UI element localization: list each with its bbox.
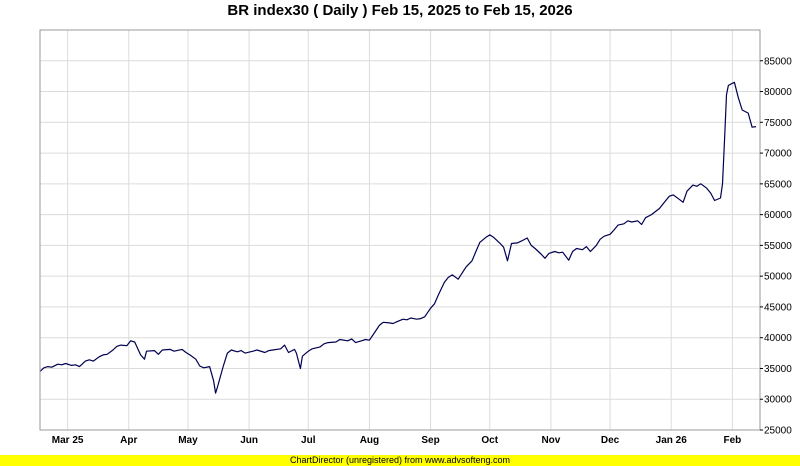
- y-tick-label: 75000: [764, 118, 792, 129]
- y-axis-tick-labels: 25000 30000 35000 40000 45000 50000 55000 60000…: [760, 56, 792, 437]
- y-tick-label: 45000: [764, 302, 792, 313]
- y-tick-label: 25000: [764, 426, 792, 437]
- x-tick-label: Jan 26: [656, 435, 688, 446]
- y-tick-label: 85000: [764, 56, 792, 67]
- y-tick-label: 55000: [764, 241, 792, 252]
- grid-lines: [40, 30, 760, 431]
- footer-banner: ChartDirector (unregistered) from www.ad…: [0, 455, 800, 466]
- y-tick-label: 30000: [764, 395, 792, 406]
- y-tick-label: 70000: [764, 149, 792, 160]
- plot-frame: [39, 29, 761, 431]
- x-tick-label: Jun: [240, 435, 258, 446]
- y-tick-label: 60000: [764, 210, 792, 221]
- y-tick-label: 65000: [764, 179, 792, 190]
- x-tick-label: Apr: [120, 435, 137, 446]
- x-tick-label: Mar 25: [52, 435, 84, 446]
- x-tick-label: Nov: [541, 435, 560, 446]
- x-tick-label: Aug: [360, 435, 379, 446]
- series-line: [39, 81, 757, 394]
- y-tick-label: 50000: [764, 272, 792, 283]
- y-tick-label: 80000: [764, 87, 792, 98]
- x-tick-label: Jul: [301, 435, 316, 446]
- line-chart: 25000 30000 35000 40000 45000 50000 55000 60000…: [39, 29, 792, 446]
- series-line-group: [39, 81, 757, 394]
- plot-area: [40, 30, 760, 430]
- plot-border: [39, 29, 761, 431]
- x-tick-label: Feb: [723, 435, 741, 446]
- x-tick-label: Sep: [421, 435, 439, 446]
- chart-title: BR index30 ( Daily ) Feb 15, 2025 to Feb…: [227, 2, 573, 19]
- plot-background: [40, 30, 760, 430]
- x-tick-label: Oct: [481, 435, 498, 446]
- x-tick-label: Dec: [601, 435, 620, 446]
- x-tick-label: May: [178, 435, 198, 446]
- y-tick-label: 40000: [764, 333, 792, 344]
- x-axis-tick-labels: Mar 25 Apr May Jun Jul Aug Sep Oct Nov Dec Jan 26 F…: [52, 435, 742, 446]
- y-tick-label: 35000: [764, 364, 792, 375]
